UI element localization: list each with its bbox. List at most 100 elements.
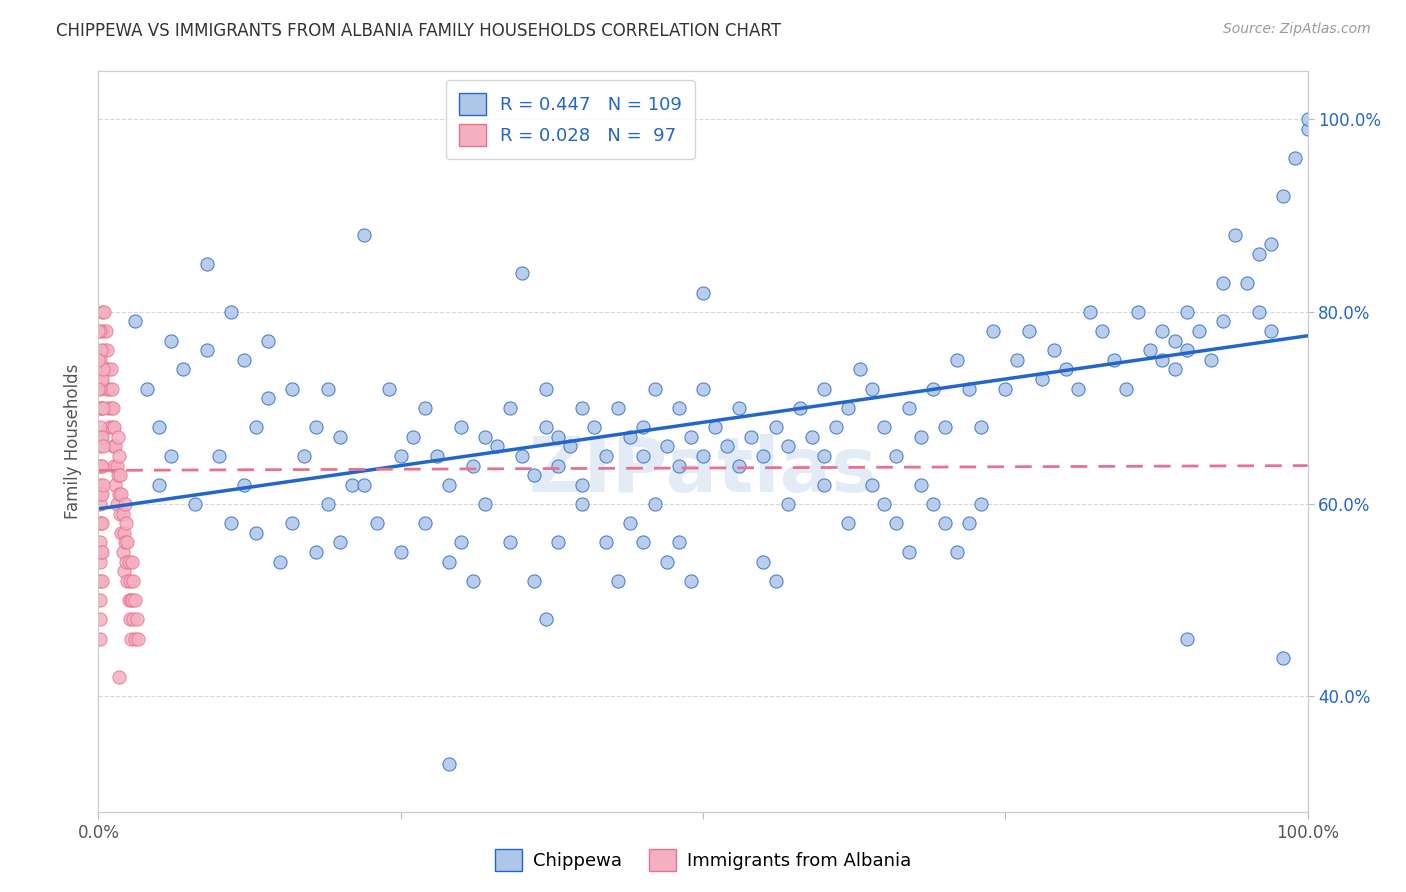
Point [1128,304,1150,318]
Point [91,304,114,318]
Point [124,593,146,607]
Point [316,382,339,396]
Point [127,612,149,626]
Point [115,555,138,569]
Point [619,430,641,444]
Point [1284,151,1306,165]
Point [89,401,111,415]
Point [90,372,112,386]
Point [89,535,111,549]
Point [498,401,520,415]
Point [91,487,114,501]
Point [789,401,811,415]
Point [107,430,129,444]
Point [91,516,114,531]
Point [1175,632,1198,646]
Point [90,458,112,473]
Point [547,430,569,444]
Point [644,497,666,511]
Point [486,439,509,453]
Point [897,401,920,415]
Point [101,439,124,453]
Point [90,343,112,358]
Point [631,535,654,549]
Point [692,382,714,396]
Point [523,468,546,483]
Point [104,439,127,453]
Point [90,545,112,559]
Point [89,478,111,492]
Point [849,362,872,376]
Point [97,401,120,415]
Point [644,382,666,396]
Point [94,362,117,376]
Point [122,574,145,588]
Point [89,632,111,646]
Point [98,382,121,396]
Point [103,420,125,434]
Point [292,449,315,463]
Point [655,439,678,453]
Point [1249,247,1271,261]
Point [118,593,141,607]
Point [89,612,111,626]
Point [89,574,111,588]
Point [910,478,932,492]
Point [1296,122,1319,136]
Point [94,324,117,338]
Point [413,401,436,415]
Point [668,401,690,415]
Point [377,382,399,396]
Point [111,507,134,521]
Point [112,565,135,579]
Point [752,555,775,569]
Point [305,545,328,559]
Point [860,382,883,396]
Point [776,439,799,453]
Point [96,343,118,358]
Point [1078,304,1101,318]
Point [934,420,956,434]
Point [813,449,835,463]
Point [160,449,183,463]
Point [91,401,114,415]
Point [111,545,134,559]
Point [921,497,943,511]
Point [450,535,472,549]
Point [463,574,485,588]
Point [534,382,557,396]
Point [668,535,690,549]
Point [776,497,799,511]
Point [437,756,460,771]
Text: Source: ZipAtlas.com: Source: ZipAtlas.com [1223,22,1371,37]
Point [1223,227,1246,242]
Point [413,516,436,531]
Point [245,525,267,540]
Point [1042,343,1064,358]
Point [135,382,157,396]
Point [112,525,135,540]
Point [91,324,114,338]
Point [118,612,141,626]
Point [115,516,138,531]
Y-axis label: Family Households: Family Households [65,364,83,519]
Point [89,593,111,607]
Point [195,257,218,271]
Point [534,420,557,434]
Point [121,555,143,569]
Point [1152,324,1174,338]
Point [89,382,111,396]
Point [595,449,617,463]
Point [474,497,496,511]
Point [108,670,131,684]
Point [91,401,114,415]
Point [800,430,823,444]
Point [353,478,375,492]
Point [752,449,775,463]
Point [450,420,472,434]
Point [91,430,114,444]
Point [1175,343,1198,358]
Point [692,449,714,463]
Point [329,535,352,549]
Point [402,430,425,444]
